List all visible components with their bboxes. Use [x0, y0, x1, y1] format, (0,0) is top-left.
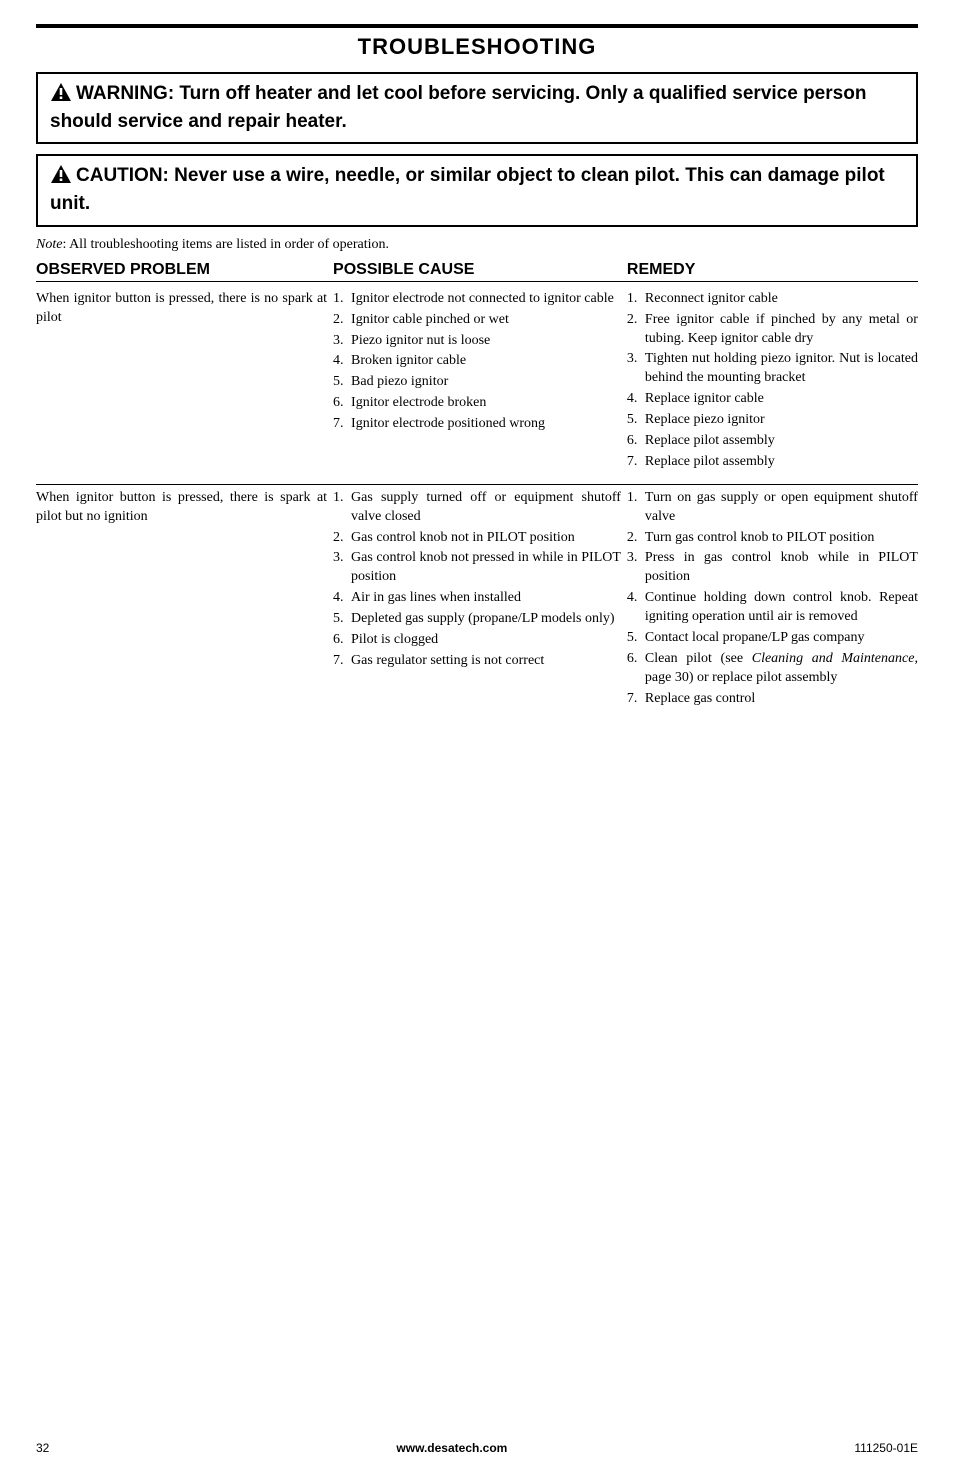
possible-cause-cell: 1.Ignitor electrode not connected to ign…: [327, 290, 627, 474]
table-row: When ignitor button is pressed, there is…: [36, 286, 918, 485]
cause-item: 2.Gas control knob not in PILOT position: [333, 529, 621, 548]
remedy-item: 2.Free ignitor cable if pinched by any m…: [627, 311, 918, 349]
caution-text: CAUTION: Never use a wire, needle, or si…: [50, 165, 885, 214]
warning-icon: [50, 82, 72, 110]
top-rule: [36, 24, 918, 28]
header-remedy: REMEDY: [627, 261, 918, 279]
remedy-item: 6.Replace pilot assembly: [627, 432, 918, 451]
note-label: Note: [36, 237, 62, 252]
header-cause: POSSIBLE CAUSE: [327, 261, 627, 279]
table-header-row: OBSERVED PROBLEM POSSIBLE CAUSE REMEDY: [36, 261, 918, 282]
cause-item: 5.Depleted gas supply (propane/LP models…: [333, 610, 621, 629]
observed-problem: When ignitor button is pressed, there is…: [36, 489, 327, 711]
footer-page-number: 32: [36, 1441, 49, 1455]
troubleshooting-table: When ignitor button is pressed, there is…: [36, 286, 918, 721]
remedy-item: 5.Replace piezo ignitor: [627, 411, 918, 430]
note-line: Note: All troubleshooting items are list…: [36, 237, 918, 253]
page-title: TROUBLESHOOTING: [36, 34, 918, 60]
remedy-cell: 1.Turn on gas supply or open equipment s…: [627, 489, 918, 711]
cause-item: 6.Pilot is clogged: [333, 631, 621, 650]
page-footer: 32 www.desatech.com 111250-01E: [36, 1441, 918, 1455]
remedy-item: 6.Clean pilot (see Cleaning and Maintena…: [627, 650, 918, 688]
note-body: : All troubleshooting items are listed i…: [62, 237, 389, 252]
remedy-item: 7.Replace pilot assembly: [627, 453, 918, 472]
table-row: When ignitor button is pressed, there is…: [36, 485, 918, 721]
remedy-item: 3.Tighten nut holding piezo ignitor. Nut…: [627, 350, 918, 388]
remedy-cell: 1.Reconnect ignitor cable 2.Free ignitor …: [627, 290, 918, 474]
cause-item: 5.Bad piezo ignitor: [333, 373, 621, 392]
footer-code: 111250-01E: [854, 1441, 918, 1455]
remedy-item: 4.Continue holding down control knob. Re…: [627, 589, 918, 627]
cause-item: 6.Ignitor electrode broken: [333, 394, 621, 413]
header-observed: OBSERVED PROBLEM: [36, 261, 327, 279]
remedy-item: 2.Turn gas control knob to PILOT positio…: [627, 529, 918, 548]
remedy-item: 1.Reconnect ignitor cable: [627, 290, 918, 309]
warning-text-1: WARNING: Turn off heater and let cool be…: [50, 83, 866, 132]
cause-item: 7.Gas regulator setting is not correct: [333, 652, 621, 671]
cause-item: 1.Gas supply turned off or equipment shu…: [333, 489, 621, 527]
warning-box-2: CAUTION: Never use a wire, needle, or si…: [36, 154, 918, 226]
cause-item: 4.Broken ignitor cable: [333, 352, 621, 371]
observed-problem: When ignitor button is pressed, there is…: [36, 290, 327, 474]
cause-item: 1.Ignitor electrode not connected to ign…: [333, 290, 621, 309]
possible-cause-cell: 1.Gas supply turned off or equipment shu…: [327, 489, 627, 711]
cause-item: 3.Piezo ignitor nut is loose: [333, 332, 621, 351]
cause-item: 7.Ignitor electrode positioned wrong: [333, 415, 621, 434]
warning-box-1: WARNING: Turn off heater and let cool be…: [36, 72, 918, 144]
remedy-item: 7.Replace gas control: [627, 690, 918, 709]
cause-item: 3.Gas control knob not pressed in while …: [333, 549, 621, 587]
cause-item: 2.Ignitor cable pinched or wet: [333, 311, 621, 330]
remedy-item: 3.Press in gas control knob while in PIL…: [627, 549, 918, 587]
remedy-item: 5.Contact local propane/LP gas company: [627, 629, 918, 648]
caution-icon: [50, 164, 72, 192]
remedy-item: 1.Turn on gas supply or open equipment s…: [627, 489, 918, 527]
cause-item: 4.Air in gas lines when installed: [333, 589, 621, 608]
remedy-item: 4.Replace ignitor cable: [627, 390, 918, 409]
footer-url: www.desatech.com: [396, 1441, 507, 1455]
